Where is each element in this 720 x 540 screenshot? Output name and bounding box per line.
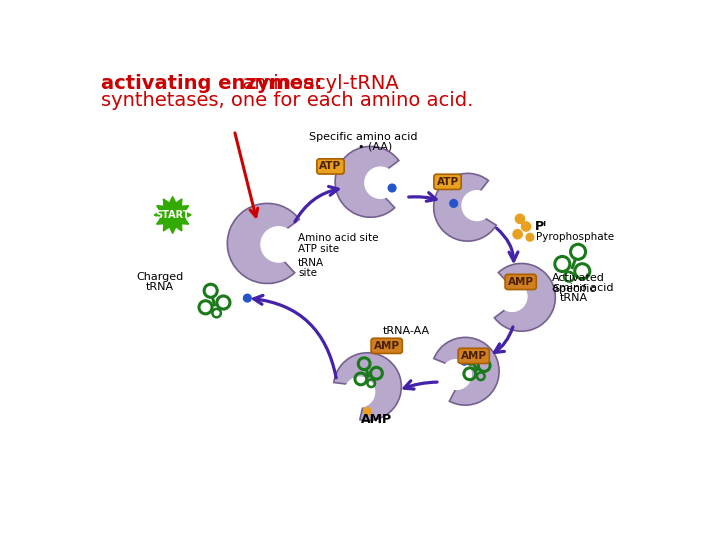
- Polygon shape: [169, 197, 176, 203]
- Text: ATP: ATP: [436, 177, 459, 187]
- Polygon shape: [181, 206, 189, 212]
- Circle shape: [243, 294, 251, 302]
- Text: amino acid: amino acid: [552, 283, 613, 293]
- Circle shape: [161, 202, 185, 227]
- Wedge shape: [495, 264, 555, 331]
- Text: Specific: Specific: [552, 284, 595, 294]
- Circle shape: [461, 357, 468, 365]
- Circle shape: [516, 214, 525, 224]
- Text: • (AA): • (AA): [358, 141, 392, 151]
- Text: AMP: AMP: [461, 351, 487, 361]
- Wedge shape: [433, 173, 496, 241]
- Text: tRNA: tRNA: [559, 294, 588, 303]
- Text: synthetases, one for each amino acid.: synthetases, one for each amino acid.: [101, 91, 474, 110]
- Circle shape: [462, 191, 492, 220]
- Polygon shape: [176, 199, 182, 206]
- Polygon shape: [157, 206, 164, 212]
- Polygon shape: [176, 224, 182, 231]
- Circle shape: [513, 230, 522, 239]
- Text: site: site: [298, 268, 318, 278]
- Text: Activated: Activated: [552, 273, 605, 283]
- Circle shape: [526, 233, 534, 241]
- Circle shape: [261, 227, 296, 262]
- Circle shape: [388, 184, 396, 192]
- Polygon shape: [184, 212, 191, 218]
- Text: AMP: AMP: [361, 413, 392, 426]
- Circle shape: [365, 167, 396, 198]
- Circle shape: [441, 360, 472, 389]
- Text: ATP: ATP: [320, 161, 341, 171]
- Text: Specific amino acid: Specific amino acid: [310, 132, 418, 142]
- Circle shape: [345, 377, 374, 407]
- Circle shape: [510, 279, 518, 287]
- Text: ATP site: ATP site: [298, 244, 339, 254]
- Text: AMP: AMP: [508, 277, 534, 287]
- Polygon shape: [181, 218, 189, 224]
- Polygon shape: [163, 224, 169, 231]
- Polygon shape: [169, 227, 176, 233]
- Text: activating enzymes:: activating enzymes:: [101, 74, 323, 93]
- Circle shape: [521, 222, 531, 231]
- Text: aminoacyl-tRNA: aminoacyl-tRNA: [230, 74, 398, 93]
- Wedge shape: [335, 146, 399, 217]
- Wedge shape: [228, 204, 300, 284]
- Text: Pyrophosphate: Pyrophosphate: [536, 232, 614, 242]
- Wedge shape: [334, 353, 401, 421]
- Circle shape: [497, 281, 527, 312]
- Circle shape: [364, 408, 372, 415]
- Text: START: START: [156, 210, 190, 220]
- Text: Pᴵ: Pᴵ: [534, 220, 546, 233]
- Text: tRNA-AA: tRNA-AA: [382, 326, 430, 336]
- Circle shape: [450, 200, 457, 207]
- Text: Charged: Charged: [136, 272, 183, 281]
- Text: Amino acid site: Amino acid site: [298, 233, 379, 243]
- Text: AMP: AMP: [374, 341, 400, 351]
- Wedge shape: [434, 338, 499, 405]
- Text: tRNA: tRNA: [145, 282, 174, 292]
- Polygon shape: [163, 199, 169, 206]
- Polygon shape: [157, 218, 164, 224]
- Text: tRNA: tRNA: [298, 258, 324, 268]
- Polygon shape: [154, 212, 161, 218]
